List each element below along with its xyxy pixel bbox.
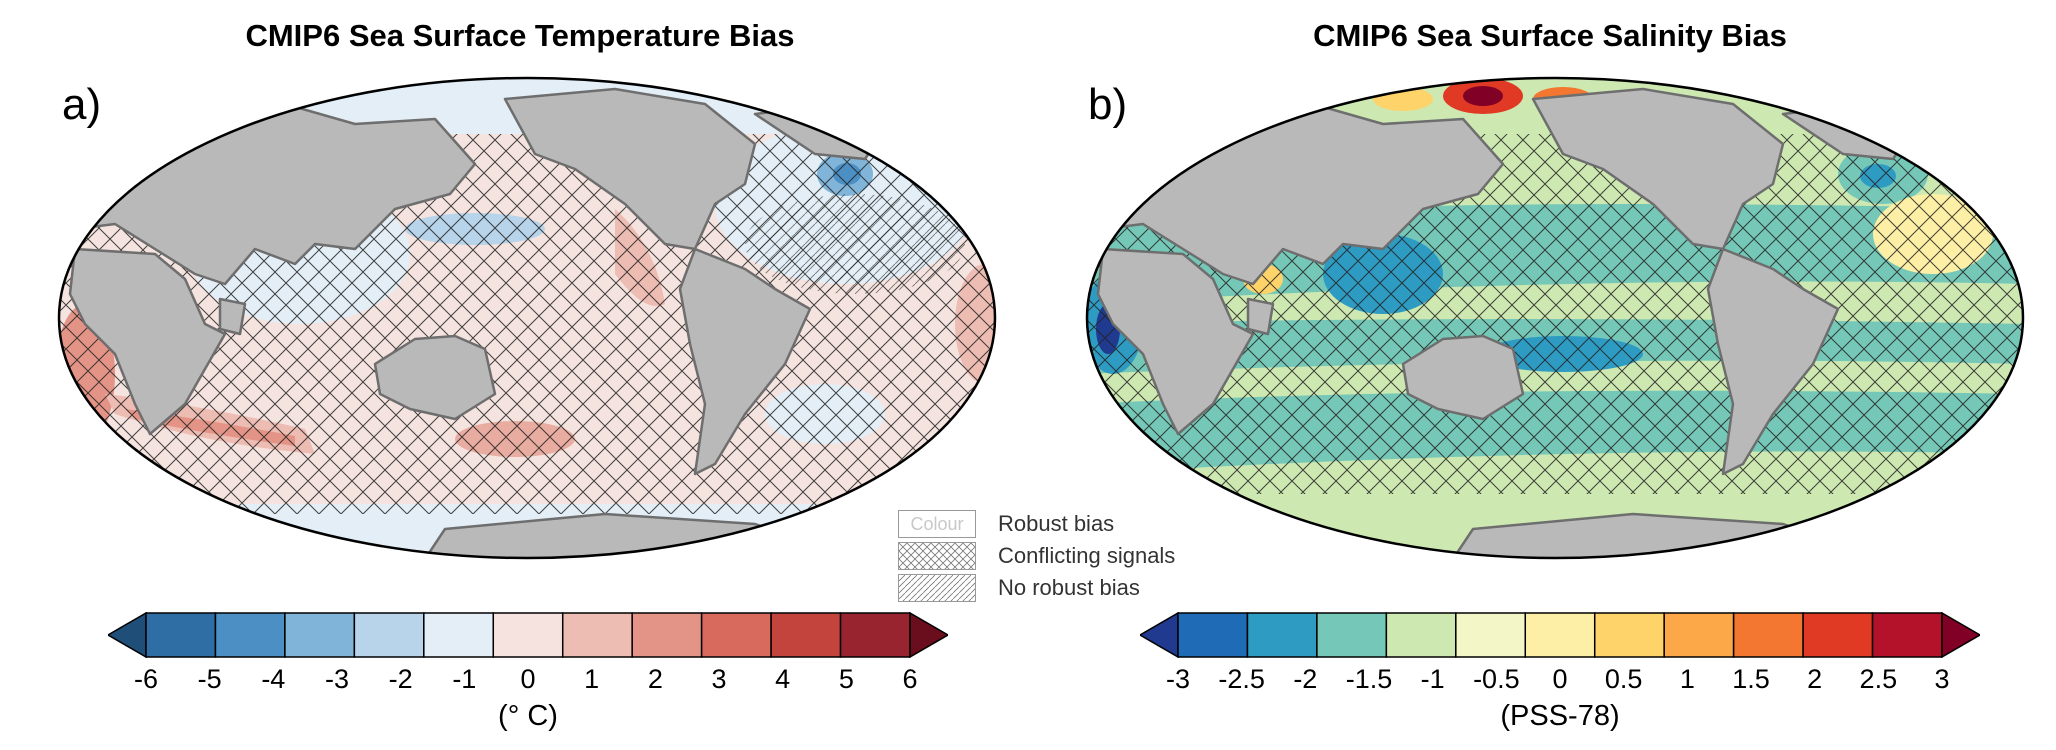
colorbar-tick-label: 0 xyxy=(1552,664,1568,694)
sst-unit-label: (° C) xyxy=(498,700,558,732)
colorbar-tick-label: -1 xyxy=(1420,664,1445,694)
no-robust-bias-swatch xyxy=(898,574,976,602)
colorbar-cell xyxy=(353,612,425,658)
colorbar-tick-label: -6 xyxy=(133,664,159,694)
robust-bias-label: Robust bias xyxy=(998,511,1115,536)
colorbar-cell xyxy=(1732,612,1804,658)
colorbar-cell xyxy=(145,612,217,658)
colorbar-tick-label: -2 xyxy=(1293,664,1318,694)
panel-a-title: CMIP6 Sea Surface Temperature Bias xyxy=(245,18,795,53)
colorbar-extend-high xyxy=(1941,612,1980,658)
robust-bias-swatch: Colour xyxy=(898,510,976,538)
colorbar-tick-label: 5 xyxy=(838,664,854,694)
colorbar-tick-label: -1 xyxy=(452,664,477,694)
colorbar-cell xyxy=(561,612,633,658)
colorbar-tick-label: 1 xyxy=(1679,664,1695,694)
colorbar-cell xyxy=(1524,612,1596,658)
colorbar-cell xyxy=(1316,612,1388,658)
colorbar-cell xyxy=(770,612,842,658)
colorbar-tick-label: -3 xyxy=(324,664,350,694)
colorbar-cell xyxy=(631,612,703,658)
colorbar-tick-label: 3 xyxy=(1934,664,1950,694)
conflicting-signals-label: Conflicting signals xyxy=(998,543,1176,568)
colorbar-cell xyxy=(284,612,356,658)
sst-colorbar xyxy=(108,612,948,658)
legend-no-robust-bias: No robust bias xyxy=(898,574,1140,602)
colorbar-cell xyxy=(839,612,911,658)
colorbar-cell xyxy=(1663,612,1735,658)
colorbar-tick-label: 0 xyxy=(520,664,536,694)
sss-colorbar xyxy=(1140,612,1980,658)
colorbar-cell xyxy=(1455,612,1527,658)
panel-a-label: a) xyxy=(62,80,102,129)
colorbar-tick-label: -4 xyxy=(261,664,286,694)
colorbar-tick-label: 2.5 xyxy=(1859,664,1898,694)
panel-b-label: b) xyxy=(1088,80,1128,129)
panel-b-title: CMIP6 Sea Surface Salinity Bias xyxy=(1313,18,1787,53)
colorbar-cell xyxy=(1593,612,1665,658)
colorbar-tick-label: 2 xyxy=(647,664,663,694)
legend-conflicting-signals: Conflicting signals xyxy=(898,542,1175,570)
sss-bias-map xyxy=(1085,76,2025,560)
colorbar-tick-label: -0.5 xyxy=(1473,664,1520,694)
colorbar-tick-label: -5 xyxy=(197,664,222,694)
colorbar-cell xyxy=(1871,612,1943,658)
conflicting-signals-swatch xyxy=(898,542,976,570)
colorbar-cell xyxy=(1246,612,1318,658)
sst-bias-map xyxy=(57,76,997,560)
colorbar-cell xyxy=(214,612,286,658)
colorbar-tick-label: -3 xyxy=(1165,664,1191,694)
colorbar-tick-label: 0.5 xyxy=(1604,664,1643,694)
colorbar-cell xyxy=(700,612,772,658)
no-robust-bias-label: No robust bias xyxy=(998,575,1140,600)
colorbar-tick-label: 2 xyxy=(1807,664,1823,694)
colorbar-extend-high xyxy=(909,612,948,658)
sss-unit-label: (PSS-78) xyxy=(1500,700,1620,732)
colorbar-cell xyxy=(1177,612,1249,658)
colorbar-tick-label: 1.5 xyxy=(1732,664,1770,694)
colorbar-cell xyxy=(492,612,564,658)
legend-robust-bias: Colour Robust bias xyxy=(898,510,1114,538)
colorbar-tick-label: -2 xyxy=(388,664,413,694)
colorbar-tick-label: 1 xyxy=(584,664,600,694)
colorbar-cell xyxy=(1802,612,1874,658)
colorbar-tick-label: 4 xyxy=(775,664,791,694)
colorbar-tick-label: 3 xyxy=(711,664,727,694)
colorbar-cell xyxy=(423,612,495,658)
colorbar-extend-low xyxy=(108,612,147,658)
colorbar-tick-label: -2.5 xyxy=(1218,664,1265,694)
colorbar-extend-low xyxy=(1140,612,1179,658)
colorbar-tick-label: 6 xyxy=(902,664,918,694)
colorbar-tick-label: -1.5 xyxy=(1345,664,1393,694)
colorbar-cell xyxy=(1385,612,1457,658)
